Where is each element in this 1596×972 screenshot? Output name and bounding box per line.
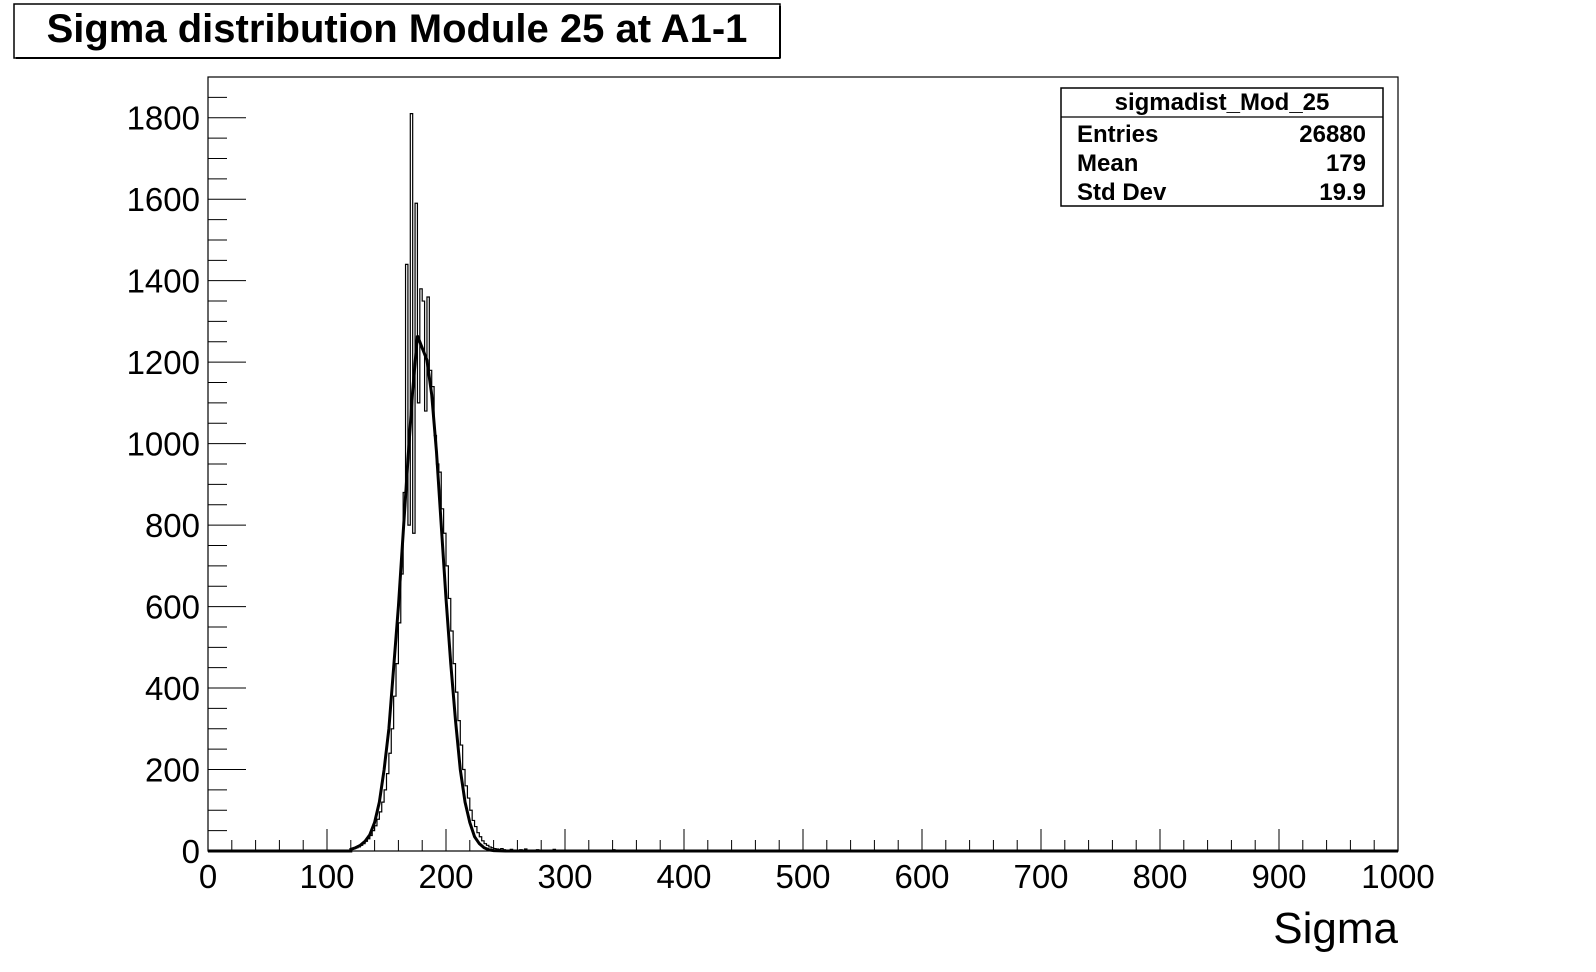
- x-tick-label: 200: [418, 858, 473, 895]
- stats-stddev-value: 19.9: [1319, 179, 1366, 206]
- fit-curve: [208, 335, 1398, 853]
- y-tick-label: 800: [145, 507, 200, 544]
- y-tick-labels: 0 200 400 600 800 1000 1200 1400 1600 1800: [127, 100, 200, 870]
- x-tick-label: 500: [775, 858, 830, 895]
- x-tick-label: 900: [1251, 858, 1306, 895]
- x-tick-label: 600: [894, 858, 949, 895]
- y-tick-label: 200: [145, 752, 200, 789]
- title-box: [13, 3, 781, 59]
- y-tick-label: 1800: [127, 100, 200, 137]
- y-tick-label: 1400: [127, 263, 200, 300]
- y-tick-label: 600: [145, 589, 200, 626]
- stats-mean-label: Mean: [1077, 150, 1138, 177]
- y-tick-label: 1600: [127, 181, 200, 218]
- stats-box: sigmadist_Mod_25 Entries 26880 Mean 179 …: [1060, 87, 1384, 207]
- x-tick-labels: 0 100 200 300 400 500 600 700 800 900 1000: [199, 858, 1435, 895]
- x-tick-label: 1000: [1361, 858, 1434, 895]
- x-tick-label: 300: [537, 858, 592, 895]
- x-tick-label: 100: [299, 858, 354, 895]
- x-axis-title: Sigma: [1273, 904, 1398, 953]
- y-tick-label: 400: [145, 670, 200, 707]
- y-tick-label: 1200: [127, 344, 200, 381]
- chart-title: Sigma distribution Module 25 at A1-1: [47, 7, 748, 51]
- stats-name: sigmadist_Mod_25: [1115, 89, 1330, 116]
- x-tick-label: 700: [1013, 858, 1068, 895]
- axis-ticks: [207, 76, 1399, 852]
- y-tick-label: 0: [182, 833, 200, 870]
- stats-entries-value: 26880: [1299, 121, 1366, 148]
- stats-mean-value: 179: [1326, 150, 1366, 177]
- x-tick-label: 400: [656, 858, 711, 895]
- y-tick-label: 1000: [127, 426, 200, 463]
- stats-stddev-label: Std Dev: [1077, 179, 1167, 206]
- x-tick-label: 800: [1132, 858, 1187, 895]
- x-tick-label: 0: [199, 858, 217, 895]
- stats-entries-label: Entries: [1077, 121, 1158, 148]
